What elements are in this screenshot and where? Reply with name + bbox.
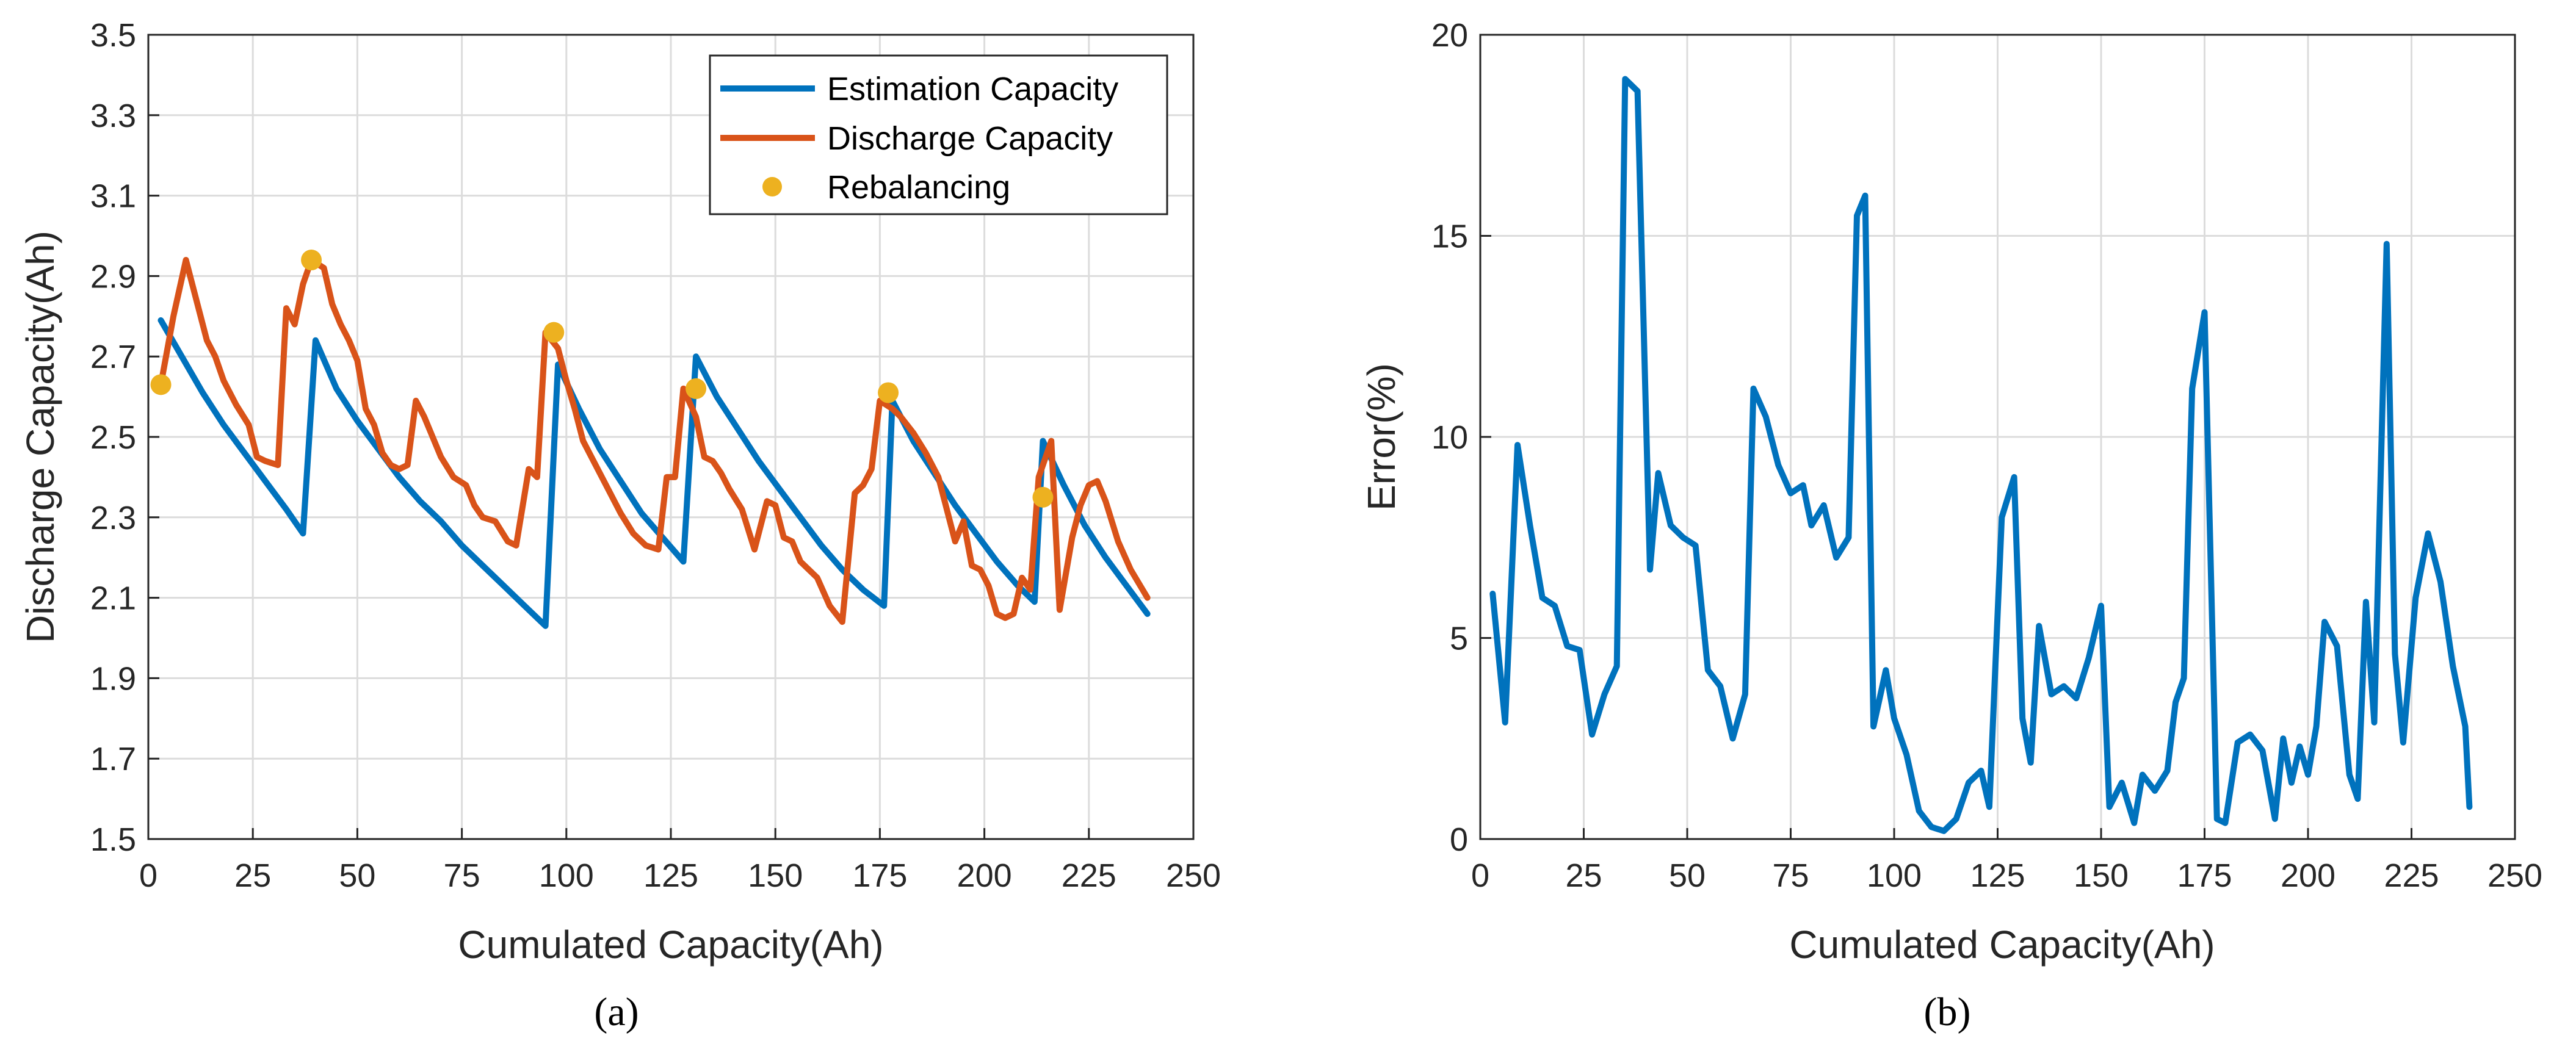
panel-b-error: 0 25 50 75 100 125 150 175 200 225 250 0 5 10 15 20 Cu… <box>1359 17 2542 1034</box>
legend-estimation-label: Estimation Capacity <box>827 71 1118 107</box>
legend-rebalancing-label: Rebalancing <box>827 169 1010 206</box>
panel-b-x-tick-label: 175 <box>2177 857 2232 894</box>
panel-b-x-tick-label: 250 <box>2487 857 2542 894</box>
panel-a-x-tick-label: 25 <box>234 857 271 894</box>
panel-a-y-tick-label: 2.7 <box>90 339 136 375</box>
panel-a-x-tick-label: 100 <box>539 857 594 894</box>
legend-discharge-label: Discharge Capacity <box>827 120 1113 157</box>
panel-a-rebalancing-point <box>301 250 322 271</box>
panel-b-y-tick-label: 10 <box>1431 419 1468 456</box>
panel-a-rebalancing-point <box>878 382 899 403</box>
panel-b-y-tick-label: 20 <box>1431 17 1468 54</box>
panel-a-y-tick-label: 3.1 <box>90 178 136 215</box>
panel-b-y-tick-label: 0 <box>1450 821 1468 858</box>
panel-a-y-tick-label: 1.9 <box>90 660 136 697</box>
panel-a-x-tick-label: 75 <box>444 857 480 894</box>
panel-a-y-tick-label: 1.5 <box>90 821 136 858</box>
legend-box <box>709 54 1168 215</box>
panel-a-y-axis-label: Discharge Capacity(Ah) <box>18 231 62 643</box>
panel-a-x-ticks: 0 25 50 75 100 125 150 175 200 225 250 <box>139 828 1221 894</box>
panel-b-y-tick-label: 5 <box>1450 621 1468 657</box>
panel-b-y-axis-label: Error(%) <box>1359 363 1403 511</box>
panel-a-y-ticks: 1.5 1.7 1.9 2.1 2.3 2.5 2.7 2.9 3.1 3.3 3.5 <box>90 17 159 858</box>
panel-a-x-axis-label: Cumulated Capacity(Ah) <box>458 923 883 967</box>
panel-b-x-tick-label: 25 <box>1565 857 1602 894</box>
panel-a-discharge-capacity-line <box>157 257 1151 625</box>
panel-b-x-tick-label: 200 <box>2281 857 2335 894</box>
panel-a-rebalancing-point <box>686 378 707 399</box>
panel-a-y-tick-label: 3.3 <box>90 98 136 134</box>
panel-a-y-tick-label: 1.7 <box>90 741 136 777</box>
panel-a-x-tick-label: 175 <box>852 857 907 894</box>
panel-a-x-tick-label: 200 <box>957 857 1012 894</box>
panel-a-discharge-capacity: 0 25 50 75 100 125 150 175 200 225 250 1.5 1.7 1.9 2.… <box>18 17 1221 1034</box>
panel-a-x-tick-label: 0 <box>139 857 157 894</box>
panel-a-rebalancing-point <box>150 374 172 395</box>
panel-b-y-ticks: 0 5 10 15 20 <box>1431 17 1491 858</box>
panel-b-x-tick-label: 100 <box>1867 857 1922 894</box>
panel-b-y-tick-label: 15 <box>1431 218 1468 255</box>
panel-b-x-tick-label: 75 <box>1772 857 1809 894</box>
panel-a-y-tick-label: 3.5 <box>90 17 136 54</box>
panel-a-y-tick-label: 2.9 <box>90 258 136 295</box>
panel-a-y-tick-label: 2.3 <box>90 500 136 536</box>
panel-a-x-tick-label: 250 <box>1166 857 1221 894</box>
panel-b-x-tick-label: 150 <box>2074 857 2129 894</box>
panel-a-caption: (a) <box>594 990 639 1034</box>
panel-b-series <box>1489 76 2473 834</box>
panel-b-x-ticks: 0 25 50 75 100 125 150 175 200 225 250 <box>1471 828 2542 894</box>
panel-b-error-line <box>1489 76 2473 834</box>
panel-b-x-tick-label: 225 <box>2384 857 2439 894</box>
panel-b-x-tick-label: 50 <box>1669 857 1706 894</box>
panel-a-rebalancing-point <box>1032 486 1054 508</box>
legend-rebalancing-marker <box>762 177 782 196</box>
panel-a-x-tick-label: 225 <box>1062 857 1116 894</box>
panel-a-series <box>150 250 1151 629</box>
panel-a-x-tick-label: 125 <box>643 857 698 894</box>
panel-a-x-tick-label: 50 <box>339 857 375 894</box>
panel-a-legend: Estimation Capacity Discharge Capacity R… <box>709 54 1168 215</box>
panel-a-x-tick-label: 150 <box>748 857 803 894</box>
panel-a-y-tick-label: 2.1 <box>90 580 136 617</box>
panel-b-x-tick-label: 0 <box>1471 857 1489 894</box>
panel-a-y-tick-label: 2.5 <box>90 419 136 456</box>
panel-a-rebalancing-point <box>543 322 565 343</box>
panel-b-x-tick-label: 125 <box>1970 857 2025 894</box>
panel-b-x-axis-label: Cumulated Capacity(Ah) <box>1789 923 2215 967</box>
panel-b-caption: (b) <box>1924 990 1971 1034</box>
